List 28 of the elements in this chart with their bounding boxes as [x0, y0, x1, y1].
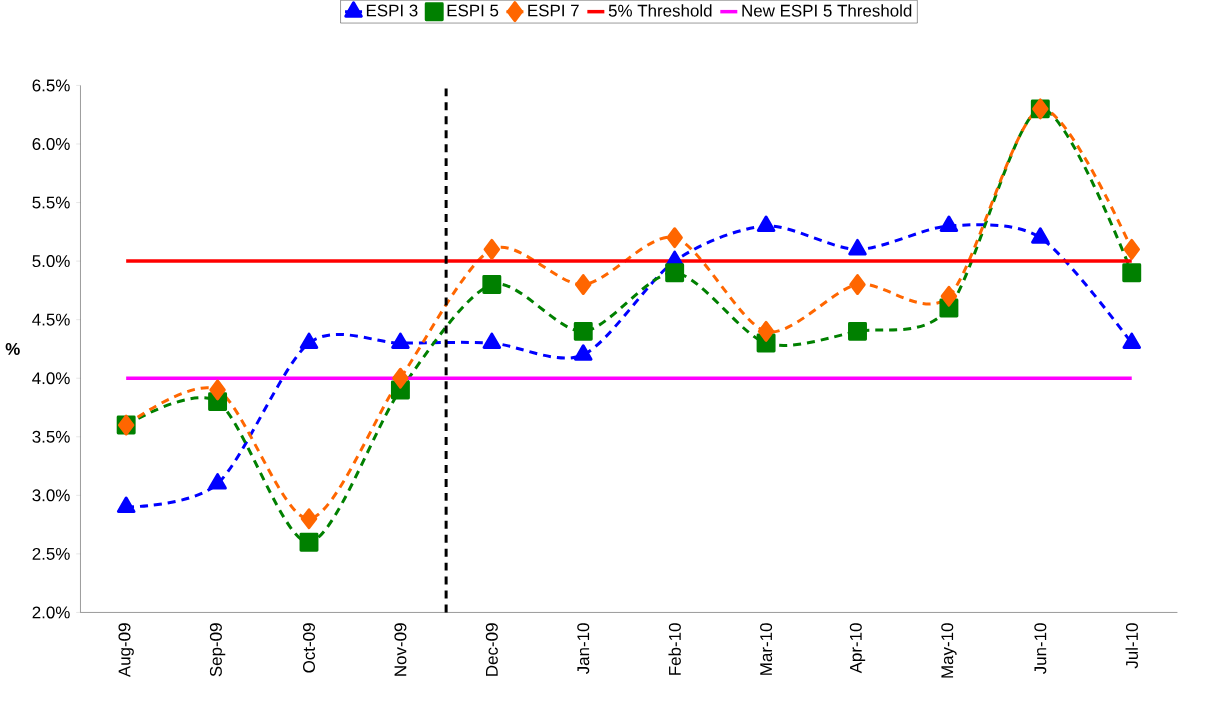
legend-label: ESPI 5	[447, 4, 499, 17]
y-tick-label: 6.5%	[32, 79, 70, 92]
x-tick-label: Sep-09	[209, 623, 226, 677]
x-tick-label: Oct-09	[303, 623, 315, 673]
legend-label: 5% Threshold	[608, 4, 712, 17]
x-tick-label: Dec-09	[485, 623, 498, 676]
x-tick-label: Mar-10	[760, 623, 773, 675]
x-tick-label: Nov-09	[394, 623, 407, 676]
y-tick-label: 2.0%	[32, 606, 70, 619]
x-tick-label: Aug-09	[118, 623, 134, 678]
x-tick-label: May-10	[941, 623, 957, 678]
x-tick-label: Jan-10	[577, 623, 590, 675]
legend-label: ESPI 3	[366, 4, 418, 17]
y-axis-title: %	[5, 342, 20, 355]
y-tick-label: 3.0%	[32, 489, 70, 502]
x-tick-label: Feb-10	[668, 623, 681, 675]
y-tick-label: 5.0%	[32, 255, 70, 268]
y-tick-label: 2.5%	[32, 547, 70, 560]
x-tick-label: Apr-10	[849, 623, 866, 674]
y-tick-label: 4.5%	[32, 313, 70, 326]
y-tick-label: 4.0%	[32, 372, 70, 385]
x-tick-label: Jul-10	[1125, 623, 1138, 669]
legend-label: ESPI 7	[528, 4, 579, 17]
y-tick-label: 5.5%	[32, 196, 70, 209]
x-tick-label: Jun-10	[1034, 623, 1047, 675]
y-tick-label: 6.0%	[32, 138, 70, 150]
y-tick-label: 3.5%	[32, 430, 70, 443]
legend-label: New ESPI 5 Threshold	[742, 4, 912, 17]
